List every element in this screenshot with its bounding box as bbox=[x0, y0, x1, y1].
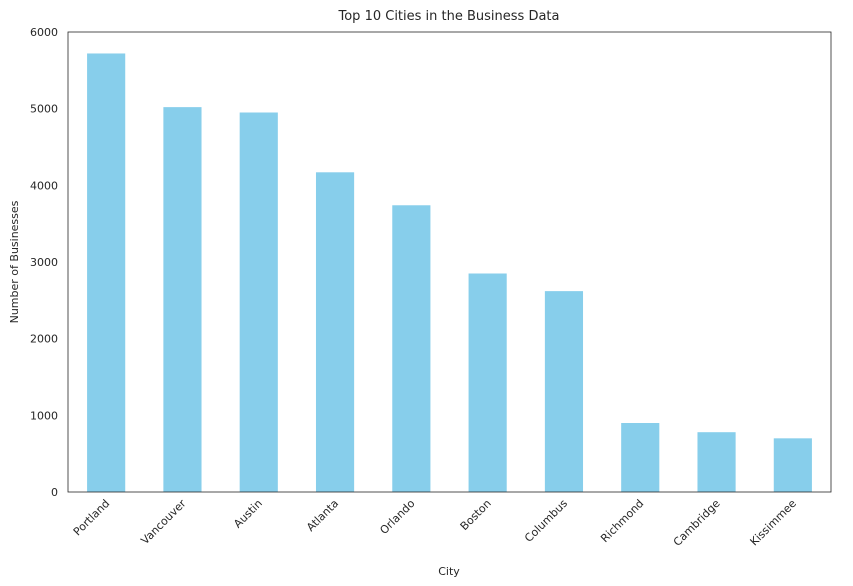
x-axis-ticks: Portland Vancouver Austin Atlanta Orlando Bos… bbox=[71, 497, 799, 549]
bar-orlando bbox=[392, 205, 431, 492]
bar-cambridge bbox=[697, 432, 736, 492]
y-tick-label: 1000 bbox=[30, 409, 58, 422]
plot-frame bbox=[67, 31, 832, 493]
bar-boston bbox=[468, 273, 507, 492]
x-axis-title: City bbox=[438, 565, 460, 578]
bar-austin bbox=[239, 112, 278, 492]
bar-atlanta bbox=[315, 172, 355, 493]
bar-portland bbox=[87, 53, 126, 492]
chart-title: Top 10 Cities in the Business Data bbox=[338, 9, 560, 24]
y-tick-label: 2000 bbox=[30, 333, 58, 346]
x-tick-label: Cambridge bbox=[671, 497, 723, 549]
y-tick-label: 0 bbox=[51, 486, 58, 499]
x-tick-label: Orlando bbox=[377, 497, 417, 537]
y-tick-label: 3000 bbox=[30, 256, 58, 269]
x-tick-label: Boston bbox=[458, 497, 494, 533]
x-tick-label: Richmond bbox=[598, 497, 646, 545]
x-tick-label: Austin bbox=[231, 497, 265, 531]
x-tick-label: Vancouver bbox=[138, 497, 188, 547]
bars-group bbox=[87, 53, 812, 493]
bar-kissimmee bbox=[773, 438, 812, 492]
y-tick-label: 5000 bbox=[30, 103, 58, 116]
x-tick-label: Atlanta bbox=[304, 497, 341, 534]
bar-vancouver bbox=[163, 107, 202, 492]
x-tick-label: Portland bbox=[71, 497, 112, 538]
y-tick-label: 6000 bbox=[30, 26, 58, 39]
x-tick-label: Columbus bbox=[522, 497, 570, 545]
bar-richmond bbox=[621, 423, 660, 492]
y-axis-ticks: 0 1000 2000 3000 4000 5000 6000 bbox=[30, 26, 58, 499]
bar-columbus bbox=[544, 291, 584, 492]
x-tick-label: Kissimmee bbox=[748, 497, 800, 549]
y-axis-title: Number of Businesses bbox=[8, 200, 21, 323]
y-tick-label: 4000 bbox=[30, 179, 58, 192]
